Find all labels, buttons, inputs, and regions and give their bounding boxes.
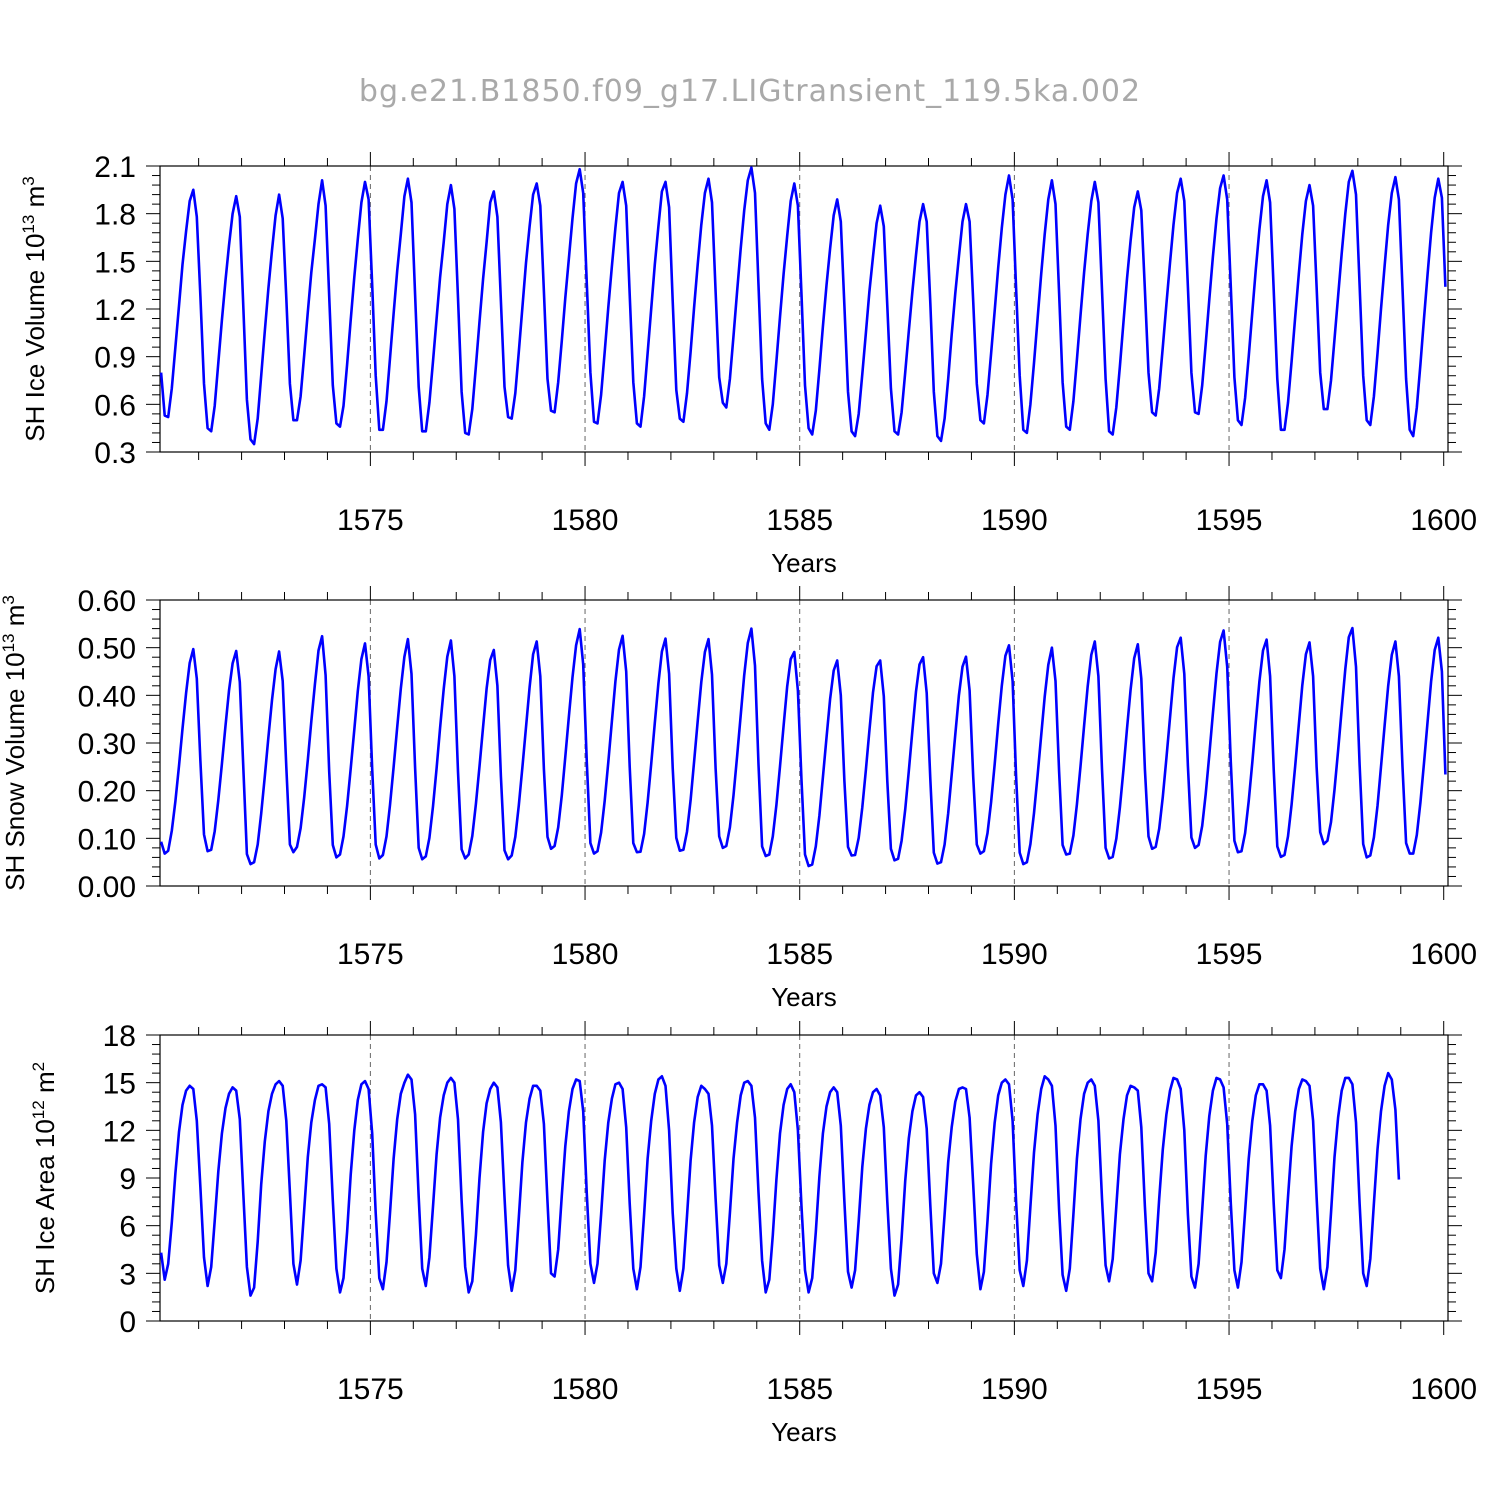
y-tick-label: 9 bbox=[119, 1163, 136, 1196]
x-tick-label: 1580 bbox=[552, 504, 619, 537]
y-tick-label: 18 bbox=[103, 1020, 136, 1053]
x-axis-title: Years bbox=[771, 548, 837, 578]
y-tick-label: 1.2 bbox=[94, 294, 136, 327]
plot-frame bbox=[159, 165, 1449, 453]
x-tick-label: 1580 bbox=[552, 1373, 619, 1406]
x-tick-label: 1600 bbox=[1410, 1373, 1477, 1406]
x-axis-title: Years bbox=[771, 982, 837, 1012]
y-axis-title: SH Ice Volume 1013 m3 bbox=[19, 176, 50, 441]
panel-sh-ice-volume: 1575 1580 1585 1590 1595 1600 0.3 0.6 0.9 1.2 1.5 1… bbox=[19, 151, 1477, 578]
x-tick-label: 1595 bbox=[1196, 504, 1263, 537]
y-tick-label: 15 bbox=[103, 1068, 136, 1101]
y-tick-label: 0.60 bbox=[78, 585, 136, 618]
y-tick-label: 0.00 bbox=[78, 871, 136, 904]
y-tick-label: 0.9 bbox=[94, 342, 136, 375]
x-tick-label: 1575 bbox=[337, 938, 404, 971]
series-line-sh-ice-volume bbox=[159, 166, 1447, 446]
x-tick-label: 1575 bbox=[337, 504, 404, 537]
y-tick-label: 0.6 bbox=[94, 389, 136, 422]
panel-sh-ice-area: 1575 1580 1585 1590 1595 1600 0 3 6 9 12 15 18 Years S… bbox=[29, 1020, 1477, 1447]
y-tick-label: 1.8 bbox=[94, 199, 136, 232]
x-tick-label: 1575 bbox=[337, 1373, 404, 1406]
x-tick-label: 1585 bbox=[766, 504, 833, 537]
y-tick-label: 12 bbox=[103, 1115, 136, 1148]
panel-sh-snow-volume: 1575 1580 1585 1590 1595 1600 0.00 0.10 0.20 0.30… bbox=[0, 585, 1477, 1012]
y-tick-label: 0.20 bbox=[78, 776, 136, 809]
series-line-sh-snow-volume bbox=[159, 626, 1447, 868]
y-axis-title: SH Ice Area 1012 m2 bbox=[29, 1062, 60, 1294]
x-tick-label: 1590 bbox=[981, 938, 1048, 971]
y-tick-label: 6 bbox=[119, 1211, 136, 1244]
y-tick-label: 0.50 bbox=[78, 633, 136, 666]
y-tick-label: 3 bbox=[119, 1258, 136, 1291]
y-tick-label: 2.1 bbox=[94, 151, 136, 184]
x-tick-label: 1590 bbox=[981, 1373, 1048, 1406]
x-tick-label: 1600 bbox=[1410, 938, 1477, 971]
x-tick-label: 1590 bbox=[981, 504, 1048, 537]
chart-panels: 1575 1580 1585 1590 1595 16000.30.60.91.21.51… bbox=[0, 151, 1477, 1447]
series-line-sh-ice-area bbox=[159, 1071, 1401, 1297]
y-tick-label: 0 bbox=[119, 1306, 136, 1339]
x-tick-label: 1600 bbox=[1410, 504, 1477, 537]
x-tick-label: 1585 bbox=[766, 938, 833, 971]
y-tick-label: 0.40 bbox=[78, 680, 136, 713]
x-tick-label: 1580 bbox=[552, 938, 619, 971]
x-axis-title: Years bbox=[771, 1417, 837, 1447]
y-tick-label: 0.10 bbox=[78, 823, 136, 856]
y-axis-title: SH Snow Volume 1013 m3 bbox=[0, 595, 30, 891]
plot-frame bbox=[159, 1034, 1449, 1322]
chart-title: bg.e21.B1850.f09_g17.LIGtransient_119.5k… bbox=[359, 74, 1141, 109]
x-tick-label: 1595 bbox=[1196, 938, 1263, 971]
x-tick-label: 1585 bbox=[766, 1373, 833, 1406]
x-tick-label: 1595 bbox=[1196, 1373, 1263, 1406]
y-tick-label: 0.3 bbox=[94, 437, 136, 470]
y-tick-label: 1.5 bbox=[94, 246, 136, 279]
y-tick-label: 0.30 bbox=[78, 728, 136, 761]
